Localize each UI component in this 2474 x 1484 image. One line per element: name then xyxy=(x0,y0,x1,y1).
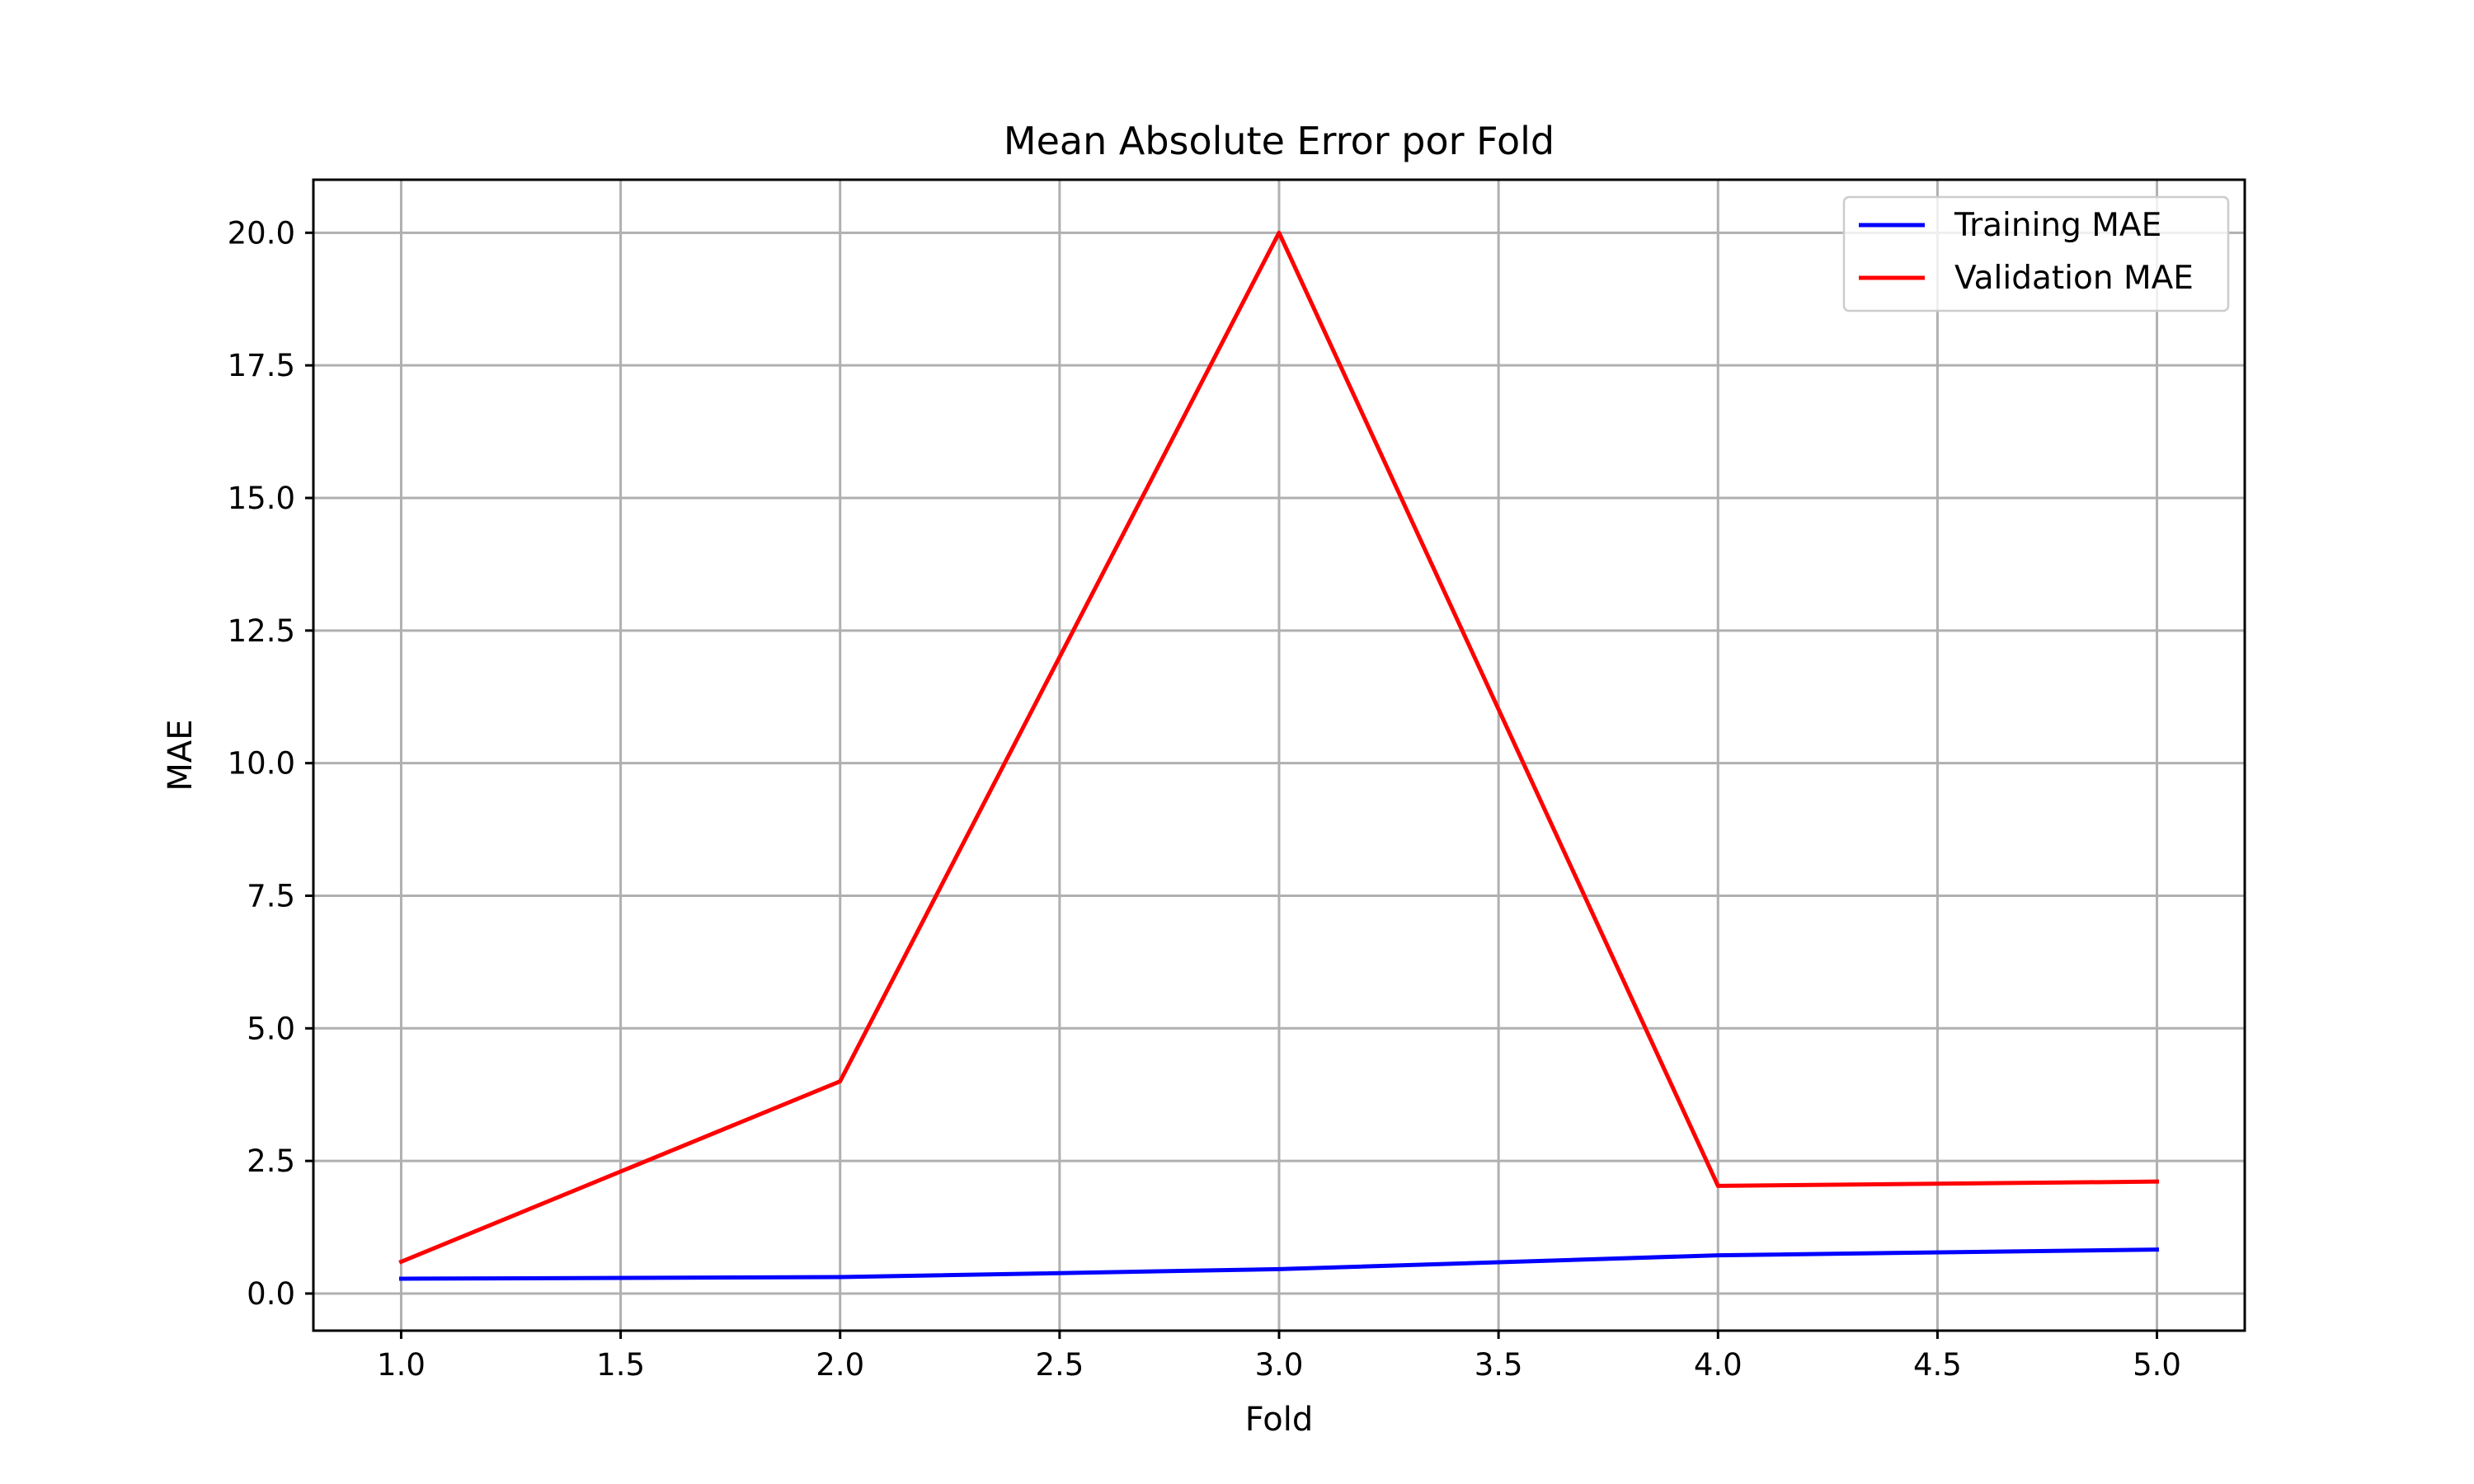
series-lines xyxy=(398,230,2160,1281)
x-tick-label: 4.5 xyxy=(1913,1347,1962,1383)
legend-label-training: Training MAE xyxy=(1954,207,2161,244)
legend-label-validation: Validation MAE xyxy=(1954,260,2194,297)
series-line-training-mae xyxy=(398,1247,2160,1281)
chart-title: Mean Absolute Error por Fold xyxy=(1004,119,1554,163)
x-tick-label: 5.0 xyxy=(2133,1347,2181,1383)
x-tick-label: 2.0 xyxy=(816,1347,864,1383)
y-tick-label: 15.0 xyxy=(228,481,295,516)
y-tick-label: 17.5 xyxy=(228,348,295,383)
x-tick-label: 4.0 xyxy=(1694,1347,1743,1383)
x-axis-label: Fold xyxy=(1245,1401,1314,1439)
legend: Training MAE Validation MAE xyxy=(1842,195,2230,312)
x-tick-label: 1.0 xyxy=(377,1347,426,1383)
y-tick-label: 2.5 xyxy=(247,1144,295,1179)
legend-box xyxy=(1842,195,2230,312)
y-tick-label: 12.5 xyxy=(228,613,295,649)
y-tick-label: 5.0 xyxy=(247,1011,295,1046)
axis-ticks: 1.0 1.5 2.0 2.5 3.0 3.5 4.0 4.5 5.0 0.0 2.5 5.0 7.5 1… xyxy=(228,215,2181,1383)
x-tick-label: 3.0 xyxy=(1255,1347,1304,1383)
grid xyxy=(313,180,2245,1331)
series-line-validation-mae xyxy=(398,230,2160,1265)
y-tick-label: 0.0 xyxy=(247,1276,295,1312)
y-tick-label: 7.5 xyxy=(247,878,295,913)
x-tick-label: 1.5 xyxy=(596,1347,645,1383)
y-tick-label: 10.0 xyxy=(228,746,295,782)
x-tick-label: 2.5 xyxy=(1035,1347,1084,1383)
y-axis-label: MAE xyxy=(162,719,200,791)
y-tick-label: 20.0 xyxy=(228,215,295,251)
x-tick-label: 3.5 xyxy=(1475,1347,1523,1383)
